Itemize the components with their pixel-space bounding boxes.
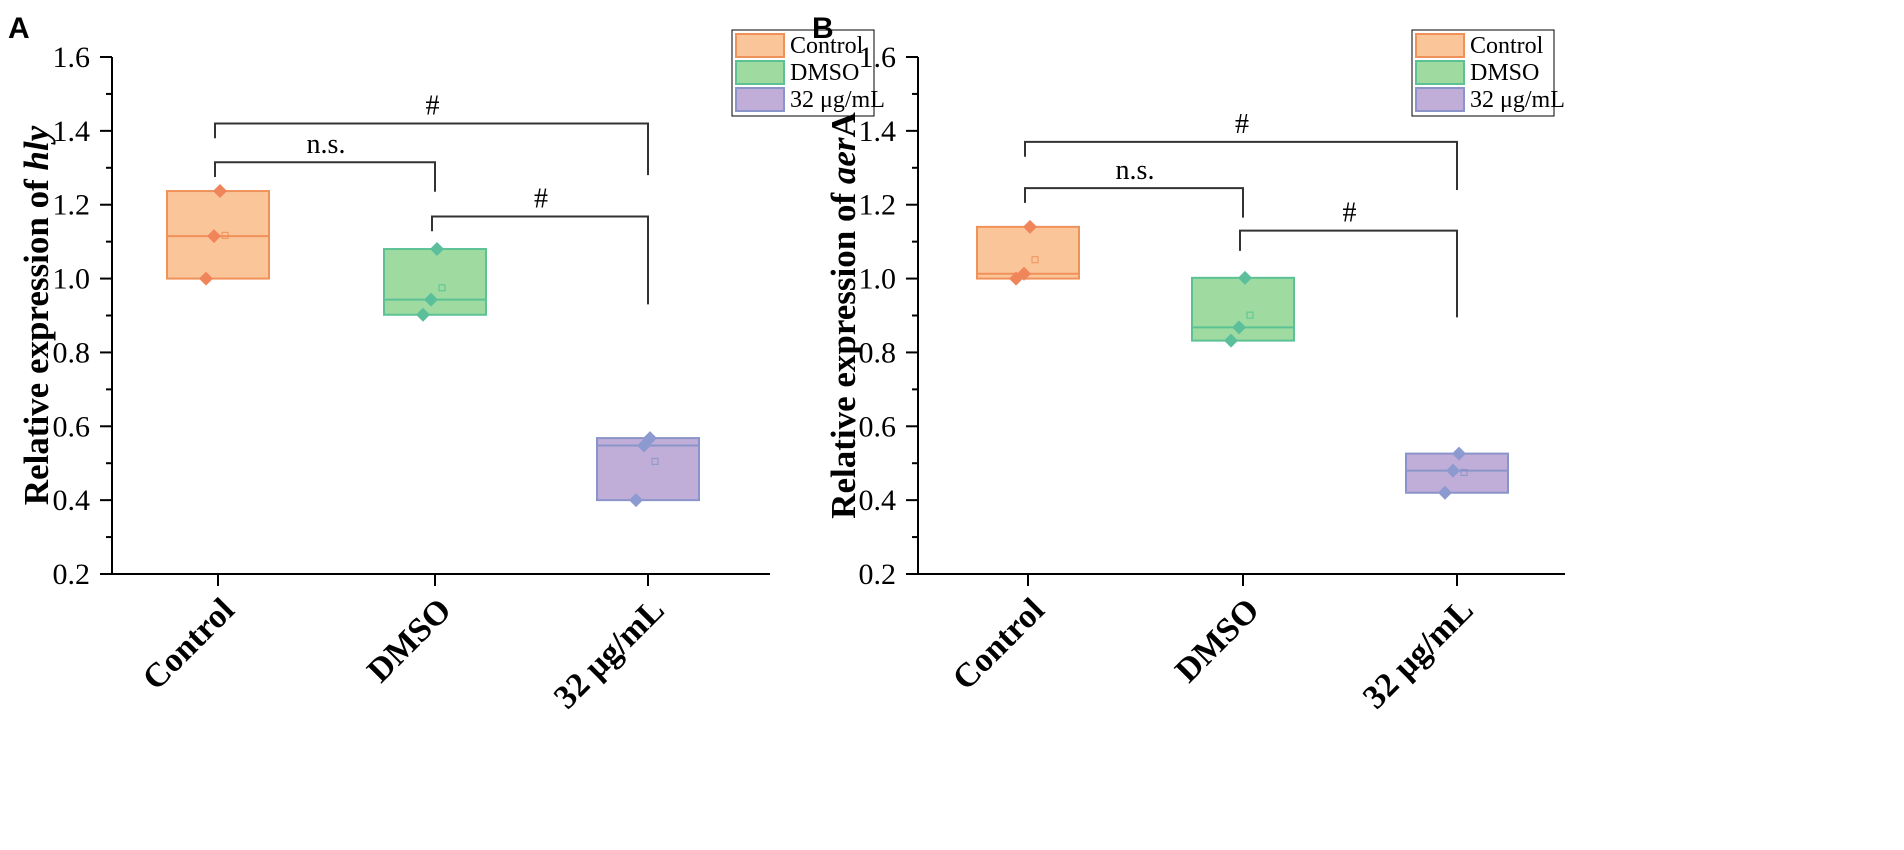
mean-marker: [438, 284, 446, 292]
y-tick-label: 1.6: [859, 41, 897, 74]
significance-bracket: [1239, 229, 1458, 318]
y-axis-title-gene: hly: [17, 125, 56, 170]
x-tick-label: Control: [946, 591, 1052, 697]
data-point: [1438, 485, 1452, 500]
significance-bracket: [214, 122, 649, 176]
data-point: [424, 292, 438, 307]
box-group-1: [976, 219, 1080, 286]
legend-swatch: [1415, 33, 1465, 58]
y-tick-label: 1.0: [53, 263, 91, 296]
panel-letter: B: [812, 12, 834, 45]
significance-bracket: [431, 215, 649, 305]
y-tick-label: 0.6: [53, 410, 91, 443]
y-tick-label: 1.4: [859, 115, 897, 148]
y-axis-title-gene: aer: [824, 137, 863, 184]
y-axis-title-prefix: Relative expression of: [824, 184, 863, 519]
data-point: [1452, 446, 1466, 461]
y-tick-label: 0.4: [859, 484, 897, 517]
data-point: [1224, 333, 1238, 348]
significance-bracket: [1024, 140, 1458, 190]
x-tick-label: Control: [136, 591, 242, 697]
y-tick-label: 0.4: [53, 484, 91, 517]
y-tick-label: 0.6: [859, 410, 897, 443]
box: [1191, 276, 1295, 342]
legend-label: 32 μg/mL: [1470, 87, 1565, 113]
mean-marker: [1460, 468, 1468, 476]
box-group-3: [1405, 446, 1509, 500]
data-point: [207, 229, 221, 244]
legend-swatch: [735, 60, 785, 85]
y-tick-label: 1.4: [53, 115, 91, 148]
y-axis-title: Relative expression of hly: [17, 125, 56, 505]
data-point: [1023, 219, 1037, 234]
significance-label: #: [426, 90, 440, 121]
data-point: [1017, 266, 1031, 281]
significance-bracket: [1024, 187, 1244, 218]
data-point: [1238, 270, 1252, 285]
significance-label: n.s.: [307, 129, 346, 160]
x-tick-label: 32 μg/mL: [547, 591, 672, 716]
panel-b: B 0.2 0.4 0.6 0.8 1.0 1.2 1.4 1.6 Relative expres…: [812, 12, 1565, 716]
data-point: [199, 271, 213, 286]
panel-a: A 0.2 0.4 0.6 0.8 1.0 1.2 1.4 1.6 Relative expres…: [8, 12, 885, 716]
data-point: [643, 431, 657, 446]
x-tick-label: 32 μg/mL: [1356, 591, 1481, 716]
data-point: [629, 493, 643, 508]
data-point: [1232, 320, 1246, 335]
legend-swatch: [1415, 87, 1465, 112]
data-point: [416, 307, 430, 322]
data-point: [1446, 463, 1460, 478]
legend-label: DMSO: [1470, 60, 1539, 86]
box: [976, 225, 1080, 280]
y-tick-label: 1.6: [53, 41, 91, 74]
box-group-1: [166, 184, 270, 286]
y-tick-label: 1.0: [859, 263, 897, 296]
y-tick-label: 1.2: [859, 189, 897, 222]
legend-swatch: [1415, 60, 1465, 85]
legend-label: 32 μg/mL: [790, 87, 885, 113]
legend-label: Control: [1470, 33, 1544, 59]
mean-marker: [1031, 256, 1039, 264]
y-tick-label: 0.2: [53, 558, 91, 591]
y-axis-title-suffix: A: [824, 111, 863, 137]
significance-label: #: [1343, 198, 1357, 229]
panel-letter: A: [8, 12, 30, 45]
data-point: [430, 242, 444, 257]
box-group-2: [383, 242, 487, 322]
significance-label: #: [1235, 109, 1249, 140]
legend-label: Control: [790, 33, 864, 59]
significance-label: n.s.: [1116, 155, 1155, 186]
box-group-2: [1191, 270, 1295, 348]
y-tick-label: 0.8: [53, 336, 91, 369]
box: [383, 248, 487, 316]
x-tick-label: DMSO: [360, 591, 458, 689]
mean-marker: [651, 457, 659, 465]
y-tick-label: 0.8: [859, 336, 897, 369]
y-axis-title: Relative expression of aerA: [824, 111, 863, 518]
mean-marker: [221, 231, 229, 239]
box-group-3: [596, 431, 700, 508]
legend-swatch: [735, 33, 785, 58]
y-tick-label: 0.2: [859, 558, 897, 591]
y-tick-label: 1.2: [53, 189, 91, 222]
legend-swatch: [735, 87, 785, 112]
significance-bracket: [214, 161, 436, 192]
y-axis-title-prefix: Relative expression of: [17, 171, 56, 506]
x-tick-label: DMSO: [1168, 591, 1266, 689]
significance-label: #: [534, 184, 548, 215]
data-point: [213, 184, 227, 199]
mean-marker: [1246, 311, 1254, 319]
legend-label: DMSO: [790, 60, 859, 86]
